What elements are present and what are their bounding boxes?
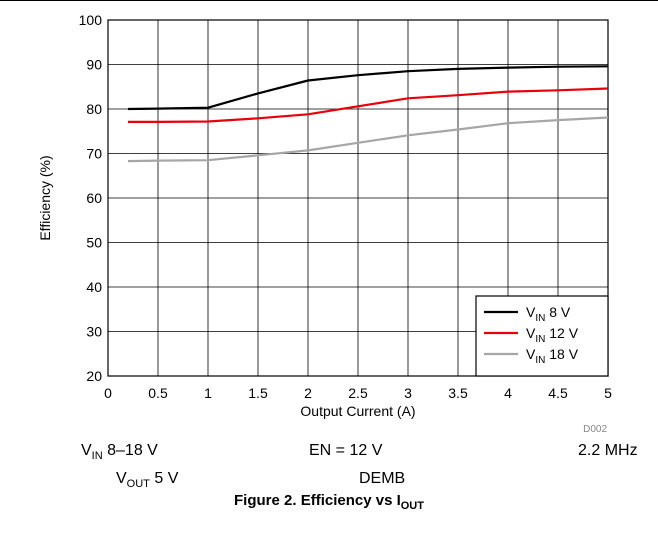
y-tick-label: 30: [86, 324, 102, 340]
y-tick-label: 60: [86, 190, 102, 206]
x-tick-label: 1.5: [248, 385, 268, 401]
x-axis-label: Output Current (A): [300, 403, 415, 419]
x-tick-labels: 0 0.5 1 1.5 2 2.5 3 3.5 4 4.5 5: [104, 385, 612, 401]
series-line: [127, 65, 609, 111]
top-rule: [0, 0, 658, 1]
plot-frame: [107, 19, 609, 377]
y-tick-label: 90: [86, 57, 102, 73]
x-tick-label: 0.5: [148, 385, 168, 401]
figure-caption: Figure 2. Efficiency vs IOUT: [234, 492, 424, 512]
y-tick-label: 80: [86, 101, 102, 117]
series-lines: [127, 65, 609, 163]
legend-label: VIN 8 V: [526, 304, 571, 324]
x-tick-label: 2: [304, 385, 312, 401]
series-line: [128, 87, 609, 124]
condition-mode: DEMB: [359, 470, 406, 487]
x-tick-label: 2.5: [348, 385, 368, 401]
y-axis-label: Efficiency (%): [37, 155, 53, 240]
condition-freq: 2.2 MHz: [578, 442, 638, 459]
x-tick-label: 4: [504, 385, 512, 401]
y-tick-label: 40: [86, 279, 102, 295]
x-tick-label: 4.5: [548, 385, 568, 401]
y-tick-label: 100: [79, 12, 103, 28]
condition-en: EN = 12 V: [309, 442, 383, 459]
x-tick-label: 3: [404, 385, 412, 401]
x-tick-label: 1: [204, 385, 212, 401]
y-tick-label: 70: [86, 146, 102, 162]
y-tick-labels: 20 30 40 50 60 70 80 90 100: [79, 12, 103, 384]
series-line: [127, 116, 609, 163]
legend-box: [475, 295, 609, 377]
condition-vout: VOUT 5 V: [116, 470, 179, 491]
figure-code: D002: [583, 424, 607, 435]
legend-label: VIN 18 V: [526, 346, 579, 366]
x-tick-label: 5: [604, 385, 612, 401]
x-tick-label: 3.5: [448, 385, 468, 401]
condition-vin: VIN 8–18 V: [81, 442, 158, 463]
y-tick-label: 50: [86, 235, 102, 251]
legend-label: VIN 12 V: [526, 325, 579, 345]
x-tick-label: 0: [104, 385, 112, 401]
y-tick-label: 20: [86, 368, 102, 384]
